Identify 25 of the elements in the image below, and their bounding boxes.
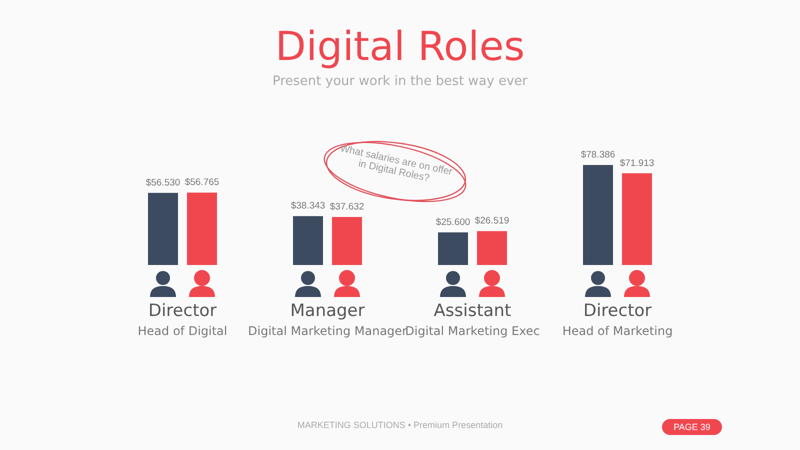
text: MARKETING SOLUTIONS • Premium Presentation: [296, 420, 504, 430]
data-label: $56.765: [184, 177, 220, 188]
x-tick-label: Director Head of Digital: [138, 301, 228, 338]
data-label: $71.913: [620, 158, 654, 169]
data-label: $26.519: [474, 216, 510, 227]
x-tick-label: Assistant Digital Marketing Exec: [405, 301, 540, 338]
data-label: $38.343: [290, 200, 326, 212]
x-tick-label: Director Head of Marketing: [562, 301, 673, 338]
bar: [187, 192, 217, 265]
bar: [438, 232, 468, 265]
annotation: What salaries are on offer in Digital Roles?: [338, 142, 454, 186]
data-label: $56.530: [146, 177, 180, 188]
bar: [622, 173, 652, 265]
bar: [477, 231, 507, 265]
data-label: $78.386: [580, 150, 616, 160]
bar: [148, 192, 178, 265]
chart-title: Digital Roles: [275, 24, 525, 70]
x-tick-label: Manager Digital Marketing Manager: [248, 301, 408, 338]
bar: [332, 216, 362, 265]
data-label: $25.600: [436, 216, 470, 228]
chart-subtitle: Present your work in the best way ever: [272, 74, 528, 89]
data-label: $37.632: [330, 201, 364, 212]
bar: [293, 216, 323, 265]
text: PAGE 39: [662, 419, 722, 435]
bar: [583, 165, 613, 265]
